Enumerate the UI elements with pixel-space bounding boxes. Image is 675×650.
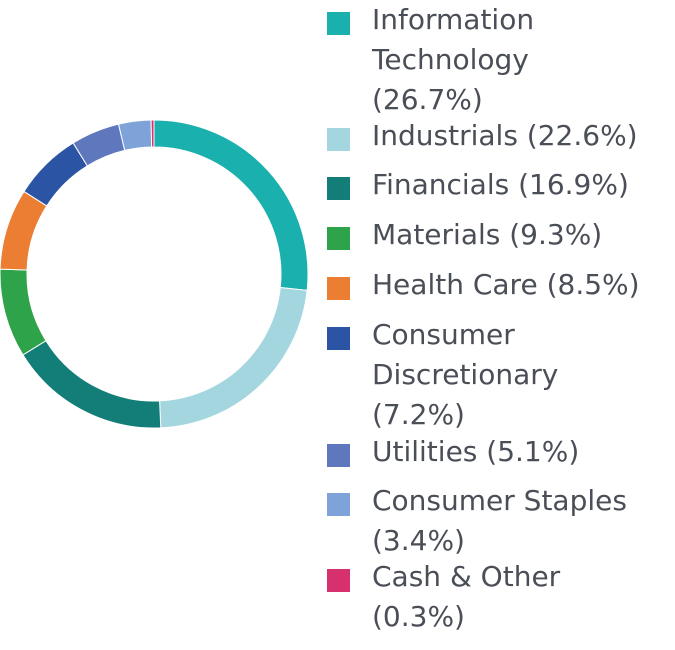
legend-swatch-consumer-discretionary: [327, 327, 350, 350]
legend-swatch-health-care: [327, 277, 350, 300]
donut-slice-cash-other: [150, 119, 155, 148]
legend-label-information-technology: Information Technology (26.7%): [372, 3, 535, 116]
legend-label-consumer-discretionary: Consumer Discretionary (7.2%): [372, 318, 559, 431]
legend-label-utilities: Utilities (5.1%): [372, 435, 580, 468]
legend-label-industrials: Industrials (22.6%): [372, 119, 638, 152]
legend-swatch-information-technology: [327, 12, 350, 35]
legend-swatch-materials: [327, 227, 350, 250]
legend-swatch-cash-other: [327, 569, 350, 592]
legend-swatch-consumer-staples: [327, 493, 350, 516]
legend-label-health-care: Health Care (8.5%): [372, 268, 640, 301]
legend-swatch-industrials: [327, 128, 350, 151]
legend-swatch-utilities: [327, 444, 350, 467]
donut-chart: [0, 119, 309, 429]
legend-label-consumer-staples: Consumer Staples (3.4%): [372, 484, 627, 557]
legend-label-materials: Materials (9.3%): [372, 218, 603, 251]
legend-swatch-financials: [327, 177, 350, 200]
legend-label-cash-other: Cash & Other (0.3%): [372, 560, 561, 633]
legend-label-financials: Financials (16.9%): [372, 168, 629, 201]
